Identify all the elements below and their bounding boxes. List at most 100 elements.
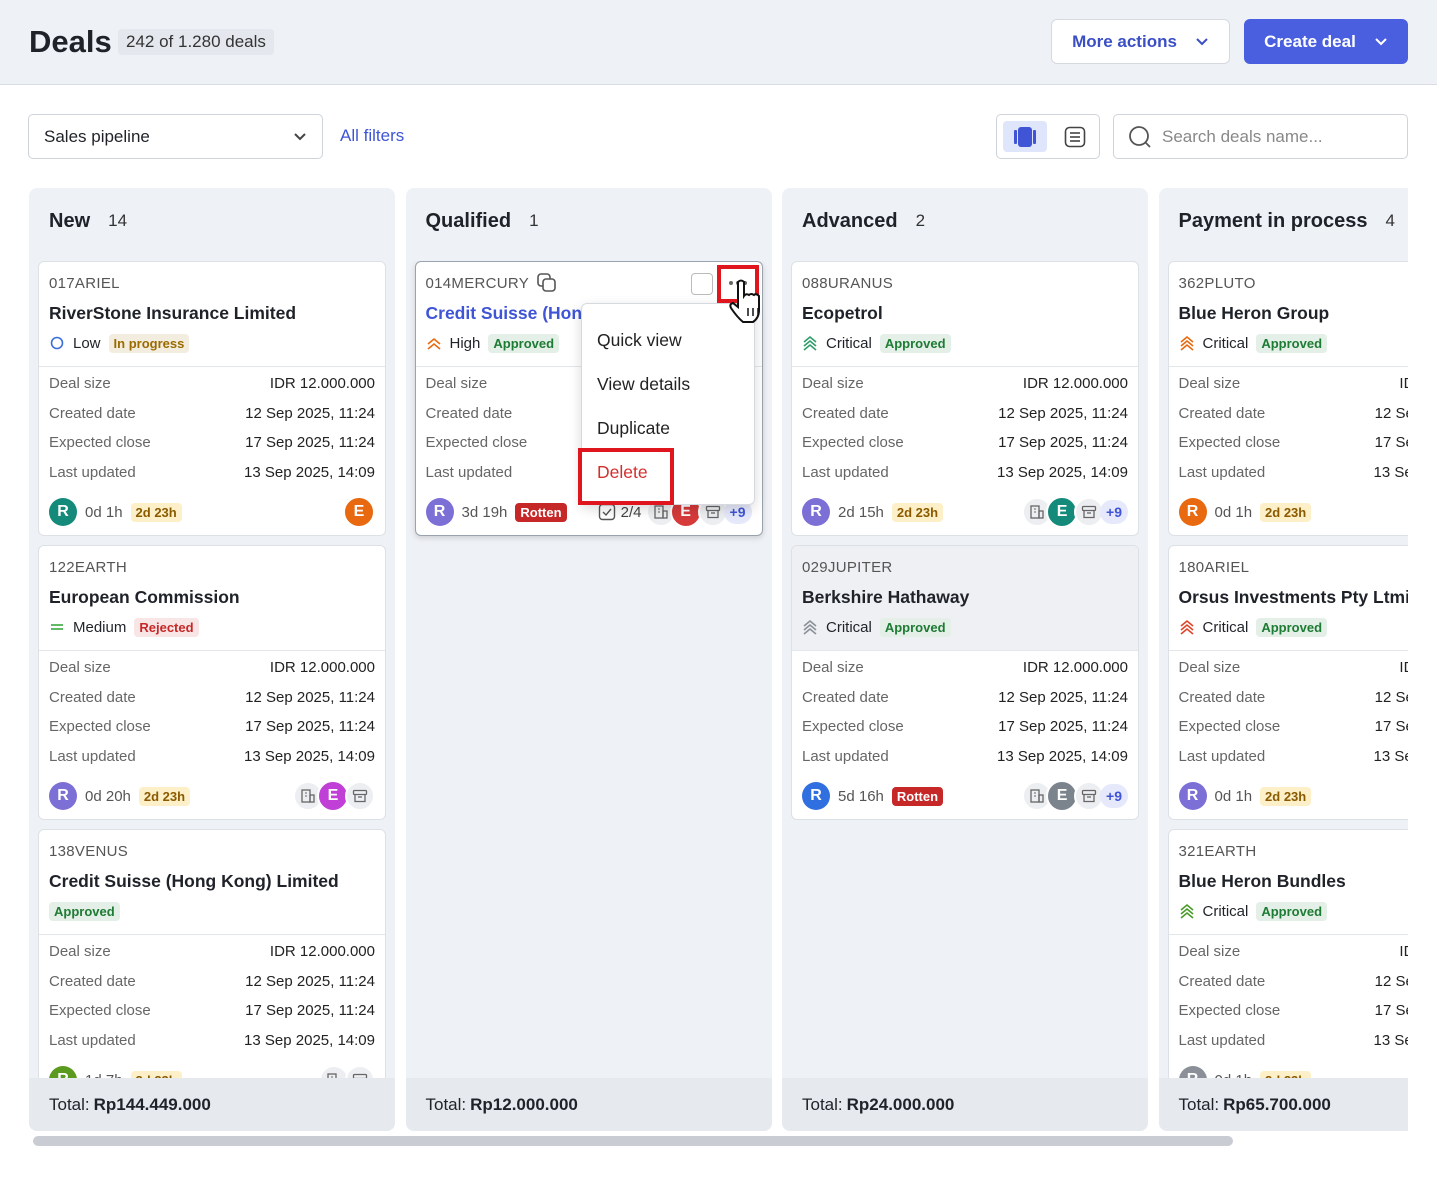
priority-label: High — [449, 334, 481, 352]
copy-icon[interactable] — [536, 272, 558, 294]
deal-name: Ecopetrol — [802, 303, 883, 323]
deal-tags: Critical Approved — [1179, 332, 1328, 354]
card-list: 362PLUTO Blue Heron Group Critical Approved… — [1159, 261, 1408, 1078]
scrollbar[interactable] — [33, 1136, 1233, 1146]
priority: Low — [49, 335, 101, 352]
deal-card[interactable]: 180ARIEL Orsus Investments Pty Ltmited Cri… — [1167, 545, 1408, 820]
cursor — [729, 279, 760, 323]
archive-icon — [1074, 781, 1105, 811]
field-label: Created date — [1178, 972, 1266, 990]
priority-icon — [803, 335, 817, 351]
rect-shape — [327, 1073, 337, 1078]
deal-id: 138VENUS — [49, 843, 129, 860]
status-tag: Approved — [1256, 901, 1328, 921]
svg-shape — [1030, 505, 1044, 519]
card-header: 088URANUS Ecopetrol Critical Approved — [792, 262, 1138, 367]
deal-name: Blue Heron Bundles — [1178, 871, 1346, 891]
path-shape — [706, 510, 719, 519]
deal-id: 321EARTH — [1178, 843, 1257, 860]
field-label: Expected close — [49, 1002, 151, 1019]
all-filters-link[interactable]: All filters — [340, 126, 405, 145]
field-label: Last updated — [1178, 747, 1266, 765]
total-label: Total: — [802, 1094, 843, 1114]
pipeline-select[interactable]: Sales pipeline — [28, 114, 323, 159]
field-value: 17 Sep 2025, 11:24 — [998, 434, 1128, 451]
deal-tags: Approved — [49, 900, 120, 922]
card-footer: R 5d 16h Rotten E +9 — [802, 780, 1128, 812]
deal-card[interactable]: 321EARTH Blue Heron Bundles Critical Approv… — [1167, 829, 1408, 1078]
more-actions-button[interactable]: More actions — [1051, 19, 1230, 64]
priority-icon — [50, 336, 64, 350]
search-box[interactable]: Search deals name... — [1113, 114, 1408, 159]
menu-item[interactable]: Duplicate — [597, 418, 670, 438]
field-label: Expected close — [802, 434, 904, 451]
field-value: 12 Sep 2025, 11:24 — [245, 688, 375, 706]
deal-age: 0d 1h — [1214, 787, 1253, 805]
polyline-shape — [426, 342, 441, 350]
rect-shape — [1081, 505, 1097, 512]
field-label: Deal size — [1178, 659, 1241, 676]
deal-card[interactable]: 362PLUTO Blue Heron Group Critical Approved… — [1167, 261, 1408, 536]
status-tag: Approved — [488, 333, 560, 353]
deal-age: 3d 19h — [461, 503, 508, 521]
deal-id: 122EARTH — [49, 559, 127, 576]
polyline-shape — [1179, 339, 1194, 347]
deal-tags: Critical Approved — [802, 616, 951, 638]
path-shape — [729, 279, 760, 323]
field-label: Deal size — [49, 375, 111, 392]
field-label: Created date — [49, 688, 136, 706]
priority: Medium — [49, 619, 126, 636]
rect-shape — [661, 510, 668, 519]
footer-extras: E +9 — [1022, 780, 1128, 812]
field-label: Expected close — [49, 718, 151, 735]
total-amount: Rp24.000.000 — [846, 1094, 955, 1114]
deal-card[interactable]: 138VENUS Credit Suisse (Hong Kong) Limite… — [38, 829, 386, 1078]
field-value: 12 Sep 2025, 11:24 — [998, 688, 1128, 706]
polyline-shape — [803, 623, 817, 631]
field-value: IDR 12.000.000 — [1399, 943, 1408, 960]
list-view-button[interactable] — [1053, 121, 1097, 152]
field-value: 13 Sep 2025, 14:09 — [997, 747, 1128, 765]
deal-id: 014MERCURY — [425, 275, 530, 292]
deal-tags: Critical Approved — [1179, 616, 1328, 638]
select-checkbox[interactable] — [690, 273, 713, 295]
field-value: 12 Sep 2025, 11:24 — [1374, 972, 1408, 990]
field-value: 13 Sep 2025, 14:09 — [1373, 463, 1408, 481]
deal-card[interactable]: 029JUPITER Berkshire Hathaway Critical Appr… — [791, 545, 1139, 820]
field-label: Created date — [802, 688, 889, 706]
deal-name: Credit Suisse (Hong Kong) Limited — [49, 871, 339, 891]
status-tag: In progress — [108, 333, 190, 353]
priority: Critical — [1179, 903, 1248, 920]
board-view-button[interactable] — [1003, 121, 1047, 152]
sla-tag: 2d 23h — [1260, 502, 1312, 522]
select-label: Sales pipeline — [44, 126, 150, 146]
more-assignees: +9 — [1100, 784, 1128, 808]
field-label: Last updated — [1178, 463, 1266, 481]
deal-card[interactable]: 088URANUS Ecopetrol Critical Approved Deal s… — [791, 261, 1139, 536]
deal-card[interactable]: 122EARTH European Commission Medium Rejecte… — [38, 545, 386, 820]
priority-icon — [1179, 903, 1194, 919]
polyline-shape — [602, 508, 612, 517]
menu-item[interactable]: Quick view — [597, 330, 682, 350]
deal-name: Blue Heron Group — [1178, 303, 1330, 323]
deal-count: 242 of 1.280 deals — [118, 29, 274, 55]
field-value: IDR 12.000.000 — [269, 943, 375, 960]
field-label: Last updated — [425, 463, 513, 481]
field-value: 17 Sep 2025, 11:24 — [245, 434, 375, 451]
menu-item[interactable]: View details — [597, 374, 691, 394]
svg-shape — [352, 1073, 368, 1078]
deal-age: 0d 1h — [85, 503, 123, 521]
sla-tag: Rotten — [515, 502, 567, 522]
menu-item[interactable]: Delete — [597, 462, 648, 482]
priority-icon — [803, 619, 817, 635]
list-icon — [1064, 126, 1086, 147]
total-amount: Rp144.449.000 — [93, 1094, 211, 1114]
owner-avatar: R — [1178, 1066, 1207, 1078]
deal-card[interactable]: 017ARIEL RiverStone Insurance Limited Low I… — [38, 261, 386, 536]
owner-avatar: R — [1178, 782, 1207, 810]
column-count: 14 — [108, 211, 128, 230]
create-deal-button[interactable]: Create deal — [1244, 19, 1408, 64]
context-menu: Quick view View details Duplicate Delete — [581, 303, 755, 505]
